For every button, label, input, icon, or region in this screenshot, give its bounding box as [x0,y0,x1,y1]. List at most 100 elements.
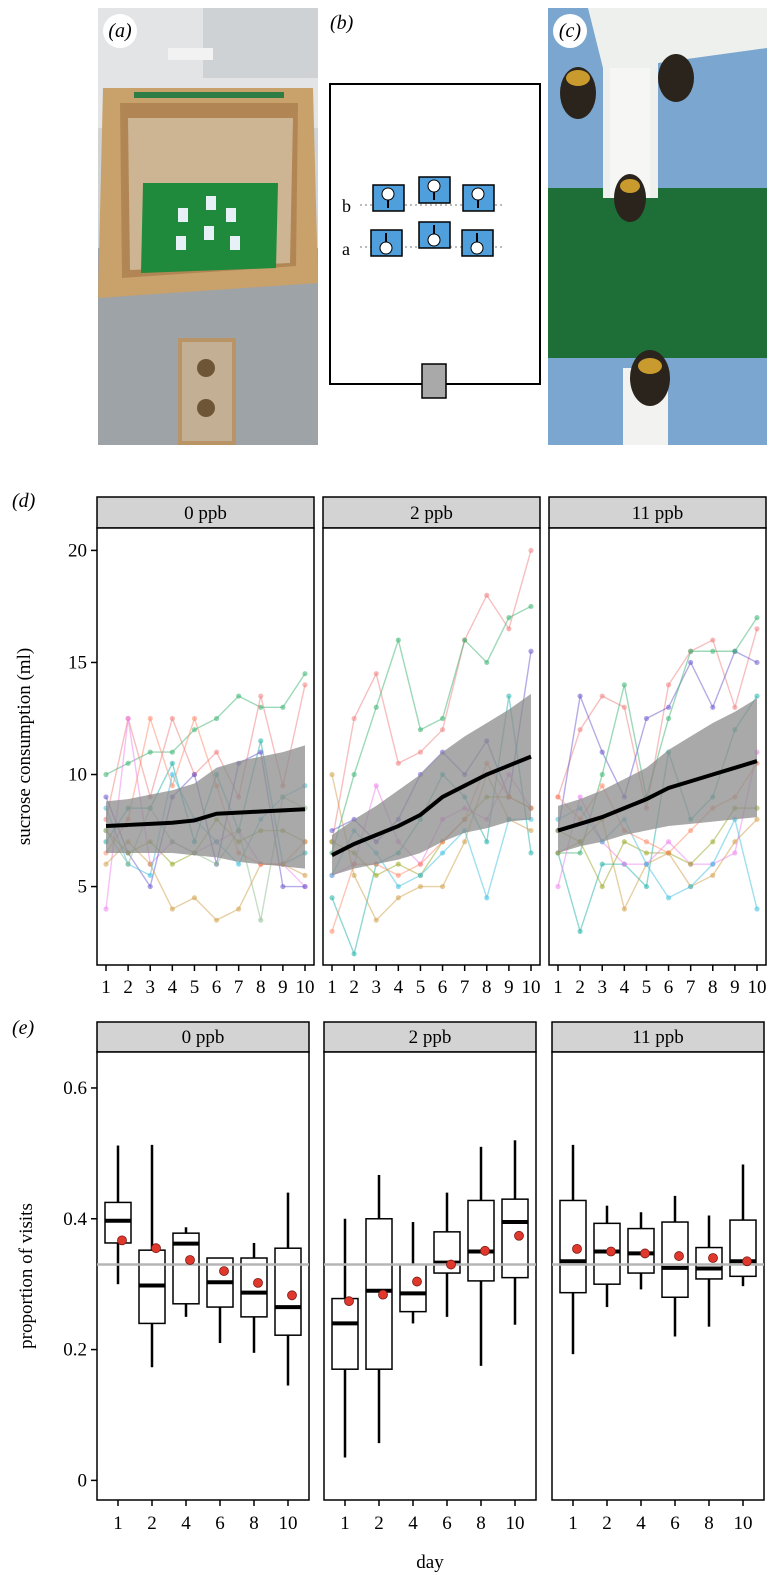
mean-point [185,1255,195,1265]
colony-point [395,883,401,890]
x-tick-label: 5 [190,977,200,998]
x-tick-label: 10 [734,1513,753,1534]
x-tick-label: 4 [408,1513,418,1534]
colony-point [710,637,716,643]
mean-point [344,1296,354,1307]
colony-point [484,659,490,666]
colony-point [599,693,605,699]
mean-point [287,1290,297,1301]
colony-point [710,839,716,845]
colony-point [147,715,153,722]
colony-point [688,827,694,834]
colony-point [643,861,650,867]
colony-point [191,715,198,722]
iqr-box [274,1247,302,1336]
colony-point [462,637,468,643]
x-tick-label: 6 [438,977,448,998]
colony-point [169,760,175,766]
colony-point [754,693,760,699]
colony-point [213,917,220,923]
y-tick-label: 15 [68,652,87,673]
colony-point [125,861,131,867]
panel-a-badge: (a) [103,14,137,48]
colony-point [555,883,561,890]
colony-point [103,906,109,912]
x-tick-label: 4 [636,1513,646,1534]
x-tick-label: 3 [597,977,607,998]
colony-point [599,749,605,755]
x-tick-label: 1 [340,1513,350,1534]
colony-point [329,771,335,778]
y-tick-label: 5 [78,877,88,898]
colony-point [528,547,534,554]
x-tick-label: 4 [620,977,630,998]
facet-panel [551,1051,765,1501]
x-tick-label: 4 [394,977,404,998]
bees-photo [548,8,767,445]
colony-series-line [331,550,532,842]
colony-point [417,861,424,867]
colony-point [169,906,175,912]
colony-series-line [331,605,532,854]
panel-c-letter: (c) [558,19,582,42]
mean-point [253,1277,263,1288]
colony-point [280,883,286,890]
colony-point [577,693,583,699]
colony-point [688,648,694,654]
fitted-trend-line [557,759,758,833]
colony-point [732,850,738,856]
facet-label: 0 ppb [182,1027,225,1048]
colony-point [665,839,672,845]
colony-point [103,794,109,800]
colony-point [373,704,379,710]
colony-point [506,693,512,699]
colony-point [599,771,605,778]
colony-point [191,895,198,901]
x-tick-label: 10 [506,1513,525,1534]
x-tick-label: 1 [327,977,337,998]
colony-point [710,872,716,878]
colony-point [351,872,357,878]
fitted-trend-line [331,754,532,857]
facet-panel [96,1051,310,1501]
colony-point [147,883,153,890]
colony-point [213,749,220,755]
mean-point [640,1248,650,1259]
colony-point [599,883,605,890]
colony-point [621,839,627,845]
colony-point [236,693,242,699]
colony-point [754,906,760,912]
colony-point [710,648,716,654]
facet-panel [96,527,315,966]
feeder-row-a [370,221,494,257]
colony-point [577,794,583,800]
colony-point [732,648,738,654]
colony-point [599,861,605,867]
colony-point [373,872,379,878]
colony-point [665,895,672,901]
y-tick-label: 0.4 [63,1209,87,1230]
colony-point [732,839,738,845]
colony-point [528,827,534,834]
colony-point [329,928,335,934]
x-tick-label: 1 [101,977,111,998]
mean-point [480,1245,490,1256]
y-tick-label: 20 [68,540,87,561]
colony-point [147,872,153,878]
x-tick-label: 7 [234,977,244,998]
colony-point [643,715,650,722]
x-axis-label: day [416,1552,444,1573]
mean-point [708,1253,718,1263]
x-tick-label: 8 [704,1513,714,1534]
x-tick-label: 2 [575,977,585,998]
colony-series-line [557,650,758,831]
x-tick-label: 8 [256,977,266,998]
colony-point [258,704,264,710]
colony-point [373,671,379,677]
x-tick-label: 6 [215,1513,225,1534]
x-tick-label: 9 [278,977,288,998]
colony-point [621,682,627,688]
colony-point [125,715,131,722]
y-tick-label: 10 [68,765,87,786]
colony-point [528,603,534,610]
